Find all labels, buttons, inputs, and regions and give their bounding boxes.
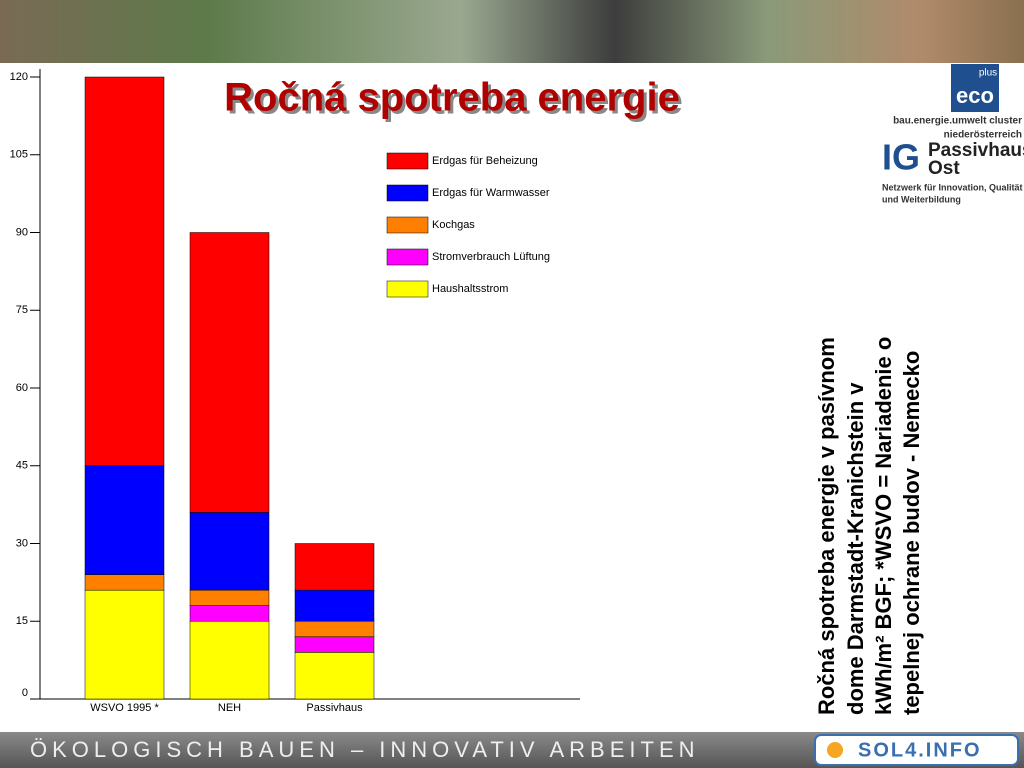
ig-name: Passivhaus [928, 140, 1024, 161]
legend-swatch [386, 216, 429, 234]
y-tick-label: 30 [16, 537, 28, 549]
y-tick-label: 45 [16, 460, 28, 472]
legend-label: Kochgas [432, 219, 475, 231]
bar-segment [84, 589, 165, 700]
photo-banner [0, 0, 1024, 63]
bar-segment [189, 512, 270, 591]
region-text: niederösterreich [944, 130, 1022, 141]
bar-segment [189, 589, 270, 606]
x-tick-label: NEH [218, 702, 241, 714]
ig-name: Ost [928, 158, 960, 179]
y-tick-label: 60 [16, 382, 28, 394]
legend-label: Haushaltsstrom [432, 283, 508, 295]
sol4-logo [814, 734, 1019, 766]
bar-segment [84, 574, 165, 591]
bar-segment [294, 589, 375, 622]
y-tick-label: 120 [10, 71, 28, 83]
caption-line: dome Darmstadt-Kranichstein v [843, 382, 868, 715]
eco-text: eco [956, 83, 994, 108]
network-text: und Weiterbildung [882, 194, 961, 204]
bar-segment [294, 636, 375, 653]
legend-swatch [386, 184, 429, 202]
network-text: Netzwerk für Innovation, Qualität [882, 182, 1023, 192]
legend-label: Erdgas für Beheizung [432, 155, 538, 167]
caption-line: kWh/m² BGF; *WSVO = Nariadenie o [871, 337, 896, 715]
title-shadow: Ročná spotreba energie [227, 79, 683, 123]
bar-segment [189, 232, 270, 513]
y-tick-label: 15 [16, 615, 28, 627]
legend-label: Stromverbrauch Lüftung [432, 251, 550, 263]
bar-segment [84, 76, 165, 466]
bar-segment [189, 621, 270, 700]
cluster-text: bau.energie.umwelt cluster [893, 116, 1022, 127]
bar-segment [294, 652, 375, 700]
eco-logo [951, 64, 999, 112]
bar-segment [294, 621, 375, 638]
legend-swatch [386, 248, 429, 266]
footer-slogan: ÖKOLOGISCH BAUEN – INNOVATIV ARBEITEN [30, 737, 700, 762]
bar-segment [84, 465, 165, 575]
chart-title: Ročná spotreba energie [224, 76, 680, 120]
y-tick-label: 75 [16, 304, 28, 316]
y-tick-label: 0 [22, 687, 28, 699]
footer-site: SOL4.INFO [858, 739, 982, 761]
x-tick-label: WSVO 1995 * [90, 702, 159, 714]
legend-swatch [386, 152, 429, 170]
bar-segment [189, 605, 270, 622]
legend-label: Erdgas für Warmwasser [432, 187, 550, 199]
legend-swatch [386, 280, 429, 298]
bar-segment [294, 543, 375, 591]
caption-line: tepelnej ochrane budov - Nemecko [899, 351, 924, 715]
caption-line: Ročná spotreba energie v pasívnom [814, 337, 839, 715]
ig-text: IG [882, 137, 920, 178]
sol4-sun [827, 742, 843, 758]
x-tick-label: Passivhaus [306, 702, 363, 714]
y-tick-label: 105 [10, 149, 28, 161]
y-tick-label: 90 [16, 226, 28, 238]
eco-plus: plus [979, 68, 997, 79]
